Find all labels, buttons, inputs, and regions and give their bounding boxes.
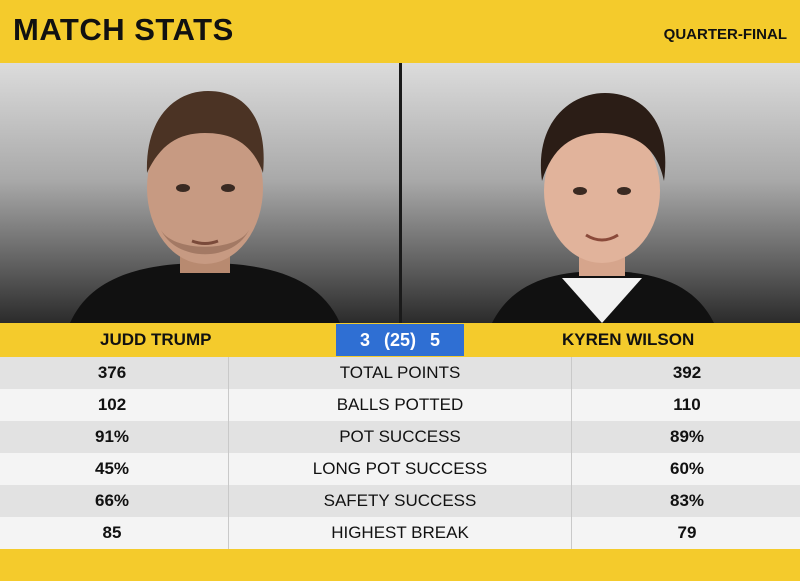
stat-value-right: 392 — [672, 363, 702, 382]
player-photo-left — [0, 63, 399, 323]
stat-label: HIGHEST BREAK — [228, 517, 572, 549]
stat-value-right: 83% — [669, 491, 705, 510]
stat-label: SAFETY SUCCESS — [228, 485, 572, 517]
stat-value-left: 45% — [94, 459, 130, 478]
stat-row: 91% POT SUCCESS 89% — [0, 421, 800, 453]
stat-value-left: 66% — [94, 491, 130, 510]
stat-label: BALLS POTTED — [228, 389, 572, 421]
frames-right: 5 — [430, 329, 441, 350]
stat-value-right: 89% — [669, 427, 705, 446]
stat-value-right: 110 — [673, 395, 701, 414]
footer-bar — [0, 549, 800, 581]
stat-value-right: 60% — [669, 459, 705, 478]
stat-row: 45% LONG POT SUCCESS 60% — [0, 453, 800, 485]
stat-row: 85 HIGHEST BREAK 79 — [0, 517, 800, 549]
player-photo-right — [402, 63, 800, 323]
player-portrait-right-icon — [492, 93, 714, 323]
page-title: MATCH STATS — [13, 12, 234, 47]
player-name-right: KYREN WILSON — [562, 330, 695, 349]
header-bar: MATCH STATS QUARTER-FINAL — [0, 0, 800, 63]
frames-left: 3 — [359, 329, 370, 350]
stat-row: 66% SAFETY SUCCESS 83% — [0, 485, 800, 517]
player-portrait-left-icon — [70, 91, 340, 323]
stats-table: 376 TOTAL POINTS 392 102 BALLS POTTED 11… — [0, 357, 800, 549]
stat-row: 376 TOTAL POINTS 392 — [0, 357, 800, 389]
player-photos — [0, 63, 800, 323]
stat-value-left: 91% — [94, 427, 130, 446]
stat-value-right: 79 — [677, 523, 697, 542]
score-box: 3 (25) 5 — [336, 324, 464, 356]
stat-label: POT SUCCESS — [228, 421, 572, 453]
best-of: (25) — [383, 329, 416, 350]
player-name-left: JUDD TRUMP — [100, 330, 212, 349]
stat-value-left: 85 — [102, 523, 122, 542]
score-bar: JUDD TRUMP 3 (25) 5 KYREN WILSON — [0, 323, 800, 357]
stat-label: TOTAL POINTS — [228, 357, 572, 389]
stat-value-left: 102 — [97, 395, 127, 414]
stat-row: 102 BALLS POTTED 110 — [0, 389, 800, 421]
stat-value-left: 376 — [97, 363, 127, 382]
round-label: QUARTER-FINAL — [663, 26, 787, 43]
stat-label: LONG POT SUCCESS — [228, 453, 572, 485]
